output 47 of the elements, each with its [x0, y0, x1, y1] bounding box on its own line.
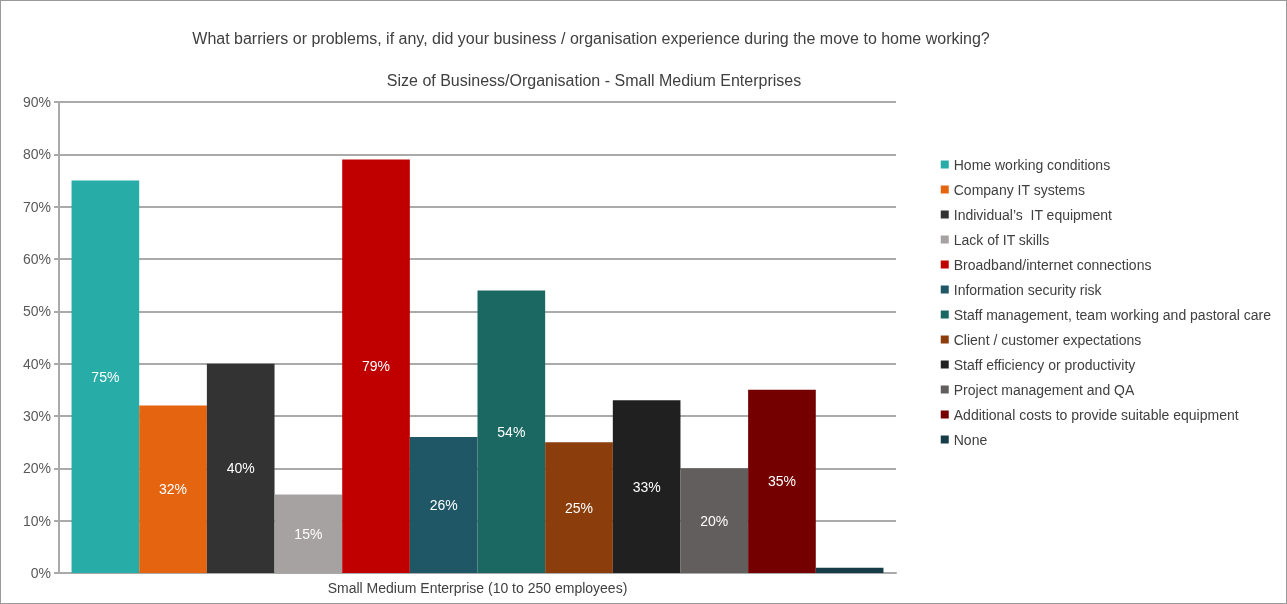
bar — [139, 405, 207, 573]
y-tick-label: 60% — [22, 251, 51, 267]
data-label: 75% — [91, 368, 120, 385]
y-tick-label: 10% — [22, 512, 51, 529]
legend-label: Client / customer expectations — [953, 331, 1142, 348]
legend-label: Additional costs to provide suitable equipment — [953, 406, 1239, 423]
x-tick-label: Small Medium Enterprise (10 to 250 employees) — [327, 580, 628, 596]
bar — [748, 389, 816, 573]
bar — [680, 468, 749, 573]
data-label: 33% — [632, 478, 661, 495]
data-label: 25% — [564, 499, 593, 516]
y-tick-label: 90% — [22, 94, 51, 110]
legend-label: Individual’s IT equipment — [953, 206, 1113, 223]
legend-label: Project management and QA — [953, 381, 1135, 398]
data-label: 35% — [767, 473, 796, 490]
bar — [612, 400, 681, 573]
y-tick-label: 50% — [22, 303, 51, 320]
data-label: 26% — [429, 496, 458, 513]
y-tick-label: 40% — [22, 355, 51, 372]
y-tick-label: 30% — [22, 408, 51, 424]
y-tick-label: 80% — [22, 146, 51, 163]
legend-label: Staff efficiency or productivity — [953, 356, 1136, 373]
legend-label: Staff management, team working and pastoral care — [953, 306, 1272, 323]
bar — [409, 436, 478, 573]
bar — [342, 159, 410, 573]
data-label: 32% — [159, 481, 188, 498]
data-label: 54% — [497, 423, 526, 440]
chart-title: What barriers or problems, if any, did your business / organisation experience during the move to home working? — [192, 29, 990, 47]
y-tick-label: 70% — [22, 198, 51, 215]
bar — [206, 363, 275, 573]
legend-label: Home working conditions — [953, 156, 1111, 173]
data-label: 15% — [294, 525, 323, 542]
data-label: 40% — [226, 460, 255, 477]
bar — [545, 442, 613, 573]
y-tick-label: 20% — [22, 460, 51, 477]
chart-subtitle: Size of Business/Organisation - Small Medium Enterprises — [386, 71, 802, 89]
bar — [477, 290, 546, 573]
legend-label: Broadband/internet connections — [953, 256, 1152, 273]
y-tick-label: 0% — [30, 565, 51, 581]
legend-label: Lack of IT skills — [953, 231, 1050, 248]
bar — [815, 567, 884, 573]
legend-label: Information security risk — [953, 281, 1103, 298]
data-label: 20% — [700, 512, 729, 529]
legend-label: Company IT systems — [953, 181, 1085, 198]
bar — [71, 180, 140, 573]
data-label: 79% — [362, 358, 391, 375]
legend-label: None — [953, 431, 988, 448]
